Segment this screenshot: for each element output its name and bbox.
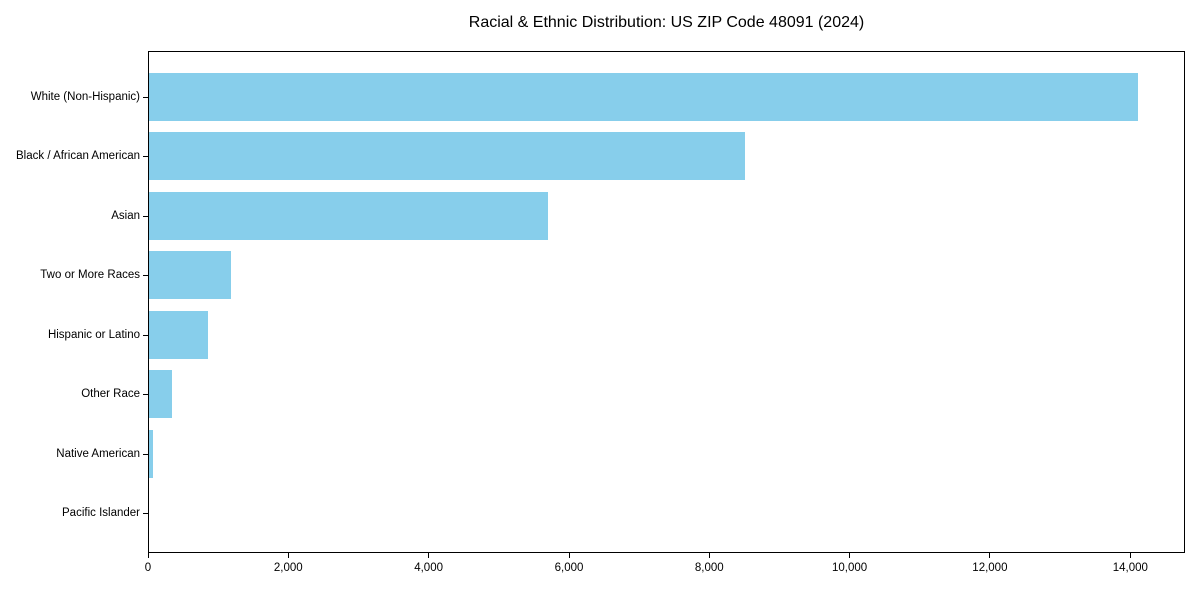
y-tick-mark (143, 96, 148, 98)
plot-area (148, 51, 1185, 553)
y-tick-mark (143, 215, 148, 217)
x-tick-label: 0 (144, 562, 152, 574)
x-tick-mark (708, 553, 710, 558)
bar-two-or-more-races (149, 251, 232, 300)
x-tick-mark (989, 553, 991, 558)
x-tick-label: 10,000 (832, 562, 868, 574)
x-tick-mark (849, 553, 851, 558)
bar-other-race (149, 370, 172, 419)
x-tick-label: 8,000 (694, 562, 724, 574)
y-tick-label-white-non-hispanic: White (Non-Hispanic) (30, 90, 140, 103)
x-tick-mark (287, 553, 289, 558)
bar-hispanic-or-latino (149, 310, 208, 359)
y-tick-mark (143, 334, 148, 336)
bar-black-african-american (149, 132, 746, 181)
x-tick-mark (147, 553, 149, 558)
y-tick-label-black-african-american: Black / African American (16, 150, 140, 163)
y-tick-mark (143, 394, 148, 396)
x-tick-label: 14,000 (1112, 562, 1148, 574)
y-tick-mark (143, 453, 148, 455)
x-tick-label: 12,000 (972, 562, 1008, 574)
x-tick-mark (1129, 553, 1131, 558)
bar-white-non-hispanic (149, 72, 1139, 121)
x-tick-label: 4,000 (414, 562, 443, 574)
y-tick-label-asian: Asian (111, 209, 140, 222)
y-tick-mark (143, 156, 148, 158)
y-tick-label-two-or-more-races: Two or More Races (40, 269, 140, 282)
x-tick-label: 6,000 (554, 562, 584, 574)
y-tick-mark (143, 512, 148, 514)
x-tick-mark (568, 553, 570, 558)
x-tick-mark (428, 553, 430, 558)
y-tick-mark (143, 275, 148, 277)
y-tick-label-other-race: Other Race (81, 388, 140, 401)
y-tick-label-native-american: Native American (56, 447, 140, 460)
x-tick-label: 2,000 (273, 562, 303, 574)
y-tick-label-pacific-islander: Pacific Islander (62, 506, 140, 519)
bar-asian (149, 191, 548, 240)
bar-native-american (149, 429, 153, 478)
y-tick-label-hispanic-or-latino: Hispanic or Latino (47, 328, 140, 341)
chart-title: Racial & Ethnic Distribution: US ZIP Cod… (468, 14, 865, 31)
